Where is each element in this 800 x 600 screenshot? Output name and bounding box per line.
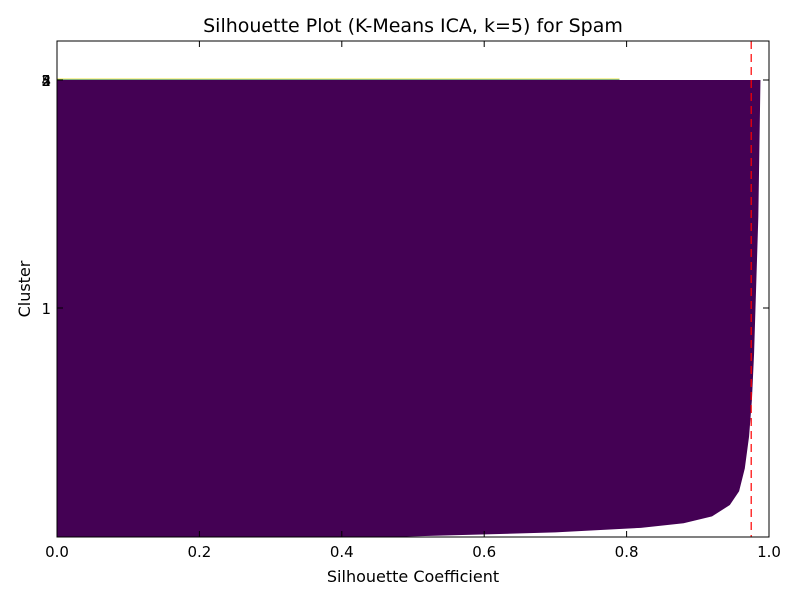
y-tick-label-cluster-4: 4 xyxy=(41,72,51,90)
x-axis-label: Silhouette Coefficient xyxy=(327,567,499,586)
chart-title: Silhouette Plot (K-Means ICA, k=5) for S… xyxy=(203,15,623,37)
x-tick-label: 0.8 xyxy=(615,543,639,561)
y-tick-label-cluster-5: 5 xyxy=(41,72,51,90)
y-tick-label-cluster-3: 3 xyxy=(41,72,51,90)
y-tick-label-cluster-1: 1 xyxy=(41,300,51,318)
x-axis-ticks: 0.0 0.2 0.4 0.6 0.8 1.0 xyxy=(45,41,781,561)
y-tick-label-cluster-2: 2 xyxy=(41,72,51,90)
x-tick-label: 0.0 xyxy=(45,543,69,561)
x-tick-label: 0.6 xyxy=(472,543,496,561)
x-tick-label: 1.0 xyxy=(757,543,781,561)
y-axis-label: Cluster xyxy=(15,260,34,317)
silhouette-bars xyxy=(57,78,761,537)
x-tick-label: 0.2 xyxy=(187,543,211,561)
x-tick-label: 0.4 xyxy=(330,543,354,561)
plot-frame xyxy=(56,40,770,538)
silhouette-bar-cluster-1 xyxy=(57,80,761,537)
silhouette-bar-cluster-5 xyxy=(57,78,620,80)
